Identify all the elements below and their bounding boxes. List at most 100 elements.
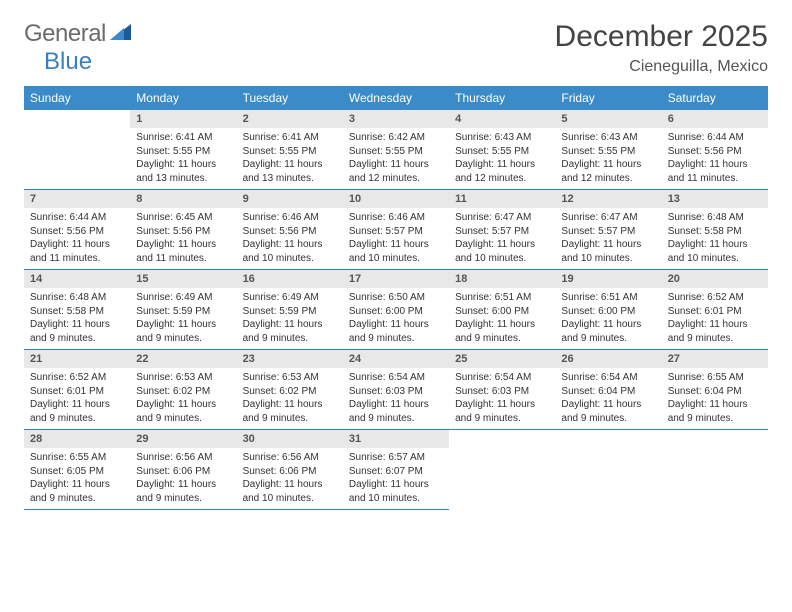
sunset-line: Sunset: 6:04 PM bbox=[561, 385, 655, 399]
header: General December 2025 Cieneguilla, Mexic… bbox=[24, 20, 768, 76]
sunrise-line: Sunrise: 6:53 AM bbox=[136, 371, 230, 385]
day-number: 12 bbox=[555, 190, 661, 208]
daylight-line: Daylight: 11 hours and 13 minutes. bbox=[243, 158, 337, 185]
calendar-day-cell: 25Sunrise: 6:54 AMSunset: 6:03 PMDayligh… bbox=[449, 350, 555, 430]
sunrise-line: Sunrise: 6:46 AM bbox=[349, 211, 443, 225]
day-details: Sunrise: 6:51 AMSunset: 6:00 PMDaylight:… bbox=[555, 288, 661, 349]
day-number: 5 bbox=[555, 110, 661, 128]
calendar-day-cell: 3Sunrise: 6:42 AMSunset: 5:55 PMDaylight… bbox=[343, 110, 449, 190]
daylight-line: Daylight: 11 hours and 10 minutes. bbox=[561, 238, 655, 265]
sunset-line: Sunset: 6:00 PM bbox=[349, 305, 443, 319]
calendar-day-cell: 12Sunrise: 6:47 AMSunset: 5:57 PMDayligh… bbox=[555, 190, 661, 270]
sunset-line: Sunset: 6:06 PM bbox=[136, 465, 230, 479]
weekday-header: Thursday bbox=[449, 86, 555, 110]
calendar-day-cell: 10Sunrise: 6:46 AMSunset: 5:57 PMDayligh… bbox=[343, 190, 449, 270]
day-number: 30 bbox=[237, 430, 343, 448]
calendar-day-cell: 4Sunrise: 6:43 AMSunset: 5:55 PMDaylight… bbox=[449, 110, 555, 190]
calendar-week-row: 7Sunrise: 6:44 AMSunset: 5:56 PMDaylight… bbox=[24, 190, 768, 270]
sunset-line: Sunset: 6:03 PM bbox=[455, 385, 549, 399]
sunset-line: Sunset: 5:56 PM bbox=[243, 225, 337, 239]
sunset-line: Sunset: 5:58 PM bbox=[30, 305, 124, 319]
sunrise-line: Sunrise: 6:49 AM bbox=[136, 291, 230, 305]
calendar-day-cell: 20Sunrise: 6:52 AMSunset: 6:01 PMDayligh… bbox=[662, 270, 768, 350]
calendar-week-row: 1Sunrise: 6:41 AMSunset: 5:55 PMDaylight… bbox=[24, 110, 768, 190]
sunset-line: Sunset: 5:57 PM bbox=[349, 225, 443, 239]
logo: General bbox=[24, 20, 134, 48]
calendar-day-cell: 6Sunrise: 6:44 AMSunset: 5:56 PMDaylight… bbox=[662, 110, 768, 190]
logo-text-general: General bbox=[24, 20, 106, 48]
sunset-line: Sunset: 6:07 PM bbox=[349, 465, 443, 479]
sunset-line: Sunset: 6:02 PM bbox=[136, 385, 230, 399]
day-details: Sunrise: 6:44 AMSunset: 5:56 PMDaylight:… bbox=[24, 208, 130, 269]
sunrise-line: Sunrise: 6:51 AM bbox=[455, 291, 549, 305]
day-details: Sunrise: 6:52 AMSunset: 6:01 PMDaylight:… bbox=[662, 288, 768, 349]
sunrise-line: Sunrise: 6:42 AM bbox=[349, 131, 443, 145]
calendar-day-cell: 15Sunrise: 6:49 AMSunset: 5:59 PMDayligh… bbox=[130, 270, 236, 350]
sunrise-line: Sunrise: 6:48 AM bbox=[30, 291, 124, 305]
calendar-day-cell: 30Sunrise: 6:56 AMSunset: 6:06 PMDayligh… bbox=[237, 430, 343, 510]
day-details: Sunrise: 6:41 AMSunset: 5:55 PMDaylight:… bbox=[237, 128, 343, 189]
calendar-week-row: 28Sunrise: 6:55 AMSunset: 6:05 PMDayligh… bbox=[24, 430, 768, 510]
day-number: 15 bbox=[130, 270, 236, 288]
day-details: Sunrise: 6:48 AMSunset: 5:58 PMDaylight:… bbox=[662, 208, 768, 269]
daylight-line: Daylight: 11 hours and 9 minutes. bbox=[349, 398, 443, 425]
day-number: 13 bbox=[662, 190, 768, 208]
calendar-day-cell: 13Sunrise: 6:48 AMSunset: 5:58 PMDayligh… bbox=[662, 190, 768, 270]
day-number: 24 bbox=[343, 350, 449, 368]
day-number: 29 bbox=[130, 430, 236, 448]
daylight-line: Daylight: 11 hours and 9 minutes. bbox=[243, 398, 337, 425]
day-details: Sunrise: 6:44 AMSunset: 5:56 PMDaylight:… bbox=[662, 128, 768, 189]
day-number: 3 bbox=[343, 110, 449, 128]
day-number: 23 bbox=[237, 350, 343, 368]
daylight-line: Daylight: 11 hours and 9 minutes. bbox=[243, 318, 337, 345]
day-details: Sunrise: 6:54 AMSunset: 6:04 PMDaylight:… bbox=[555, 368, 661, 429]
calendar-day-cell: 14Sunrise: 6:48 AMSunset: 5:58 PMDayligh… bbox=[24, 270, 130, 350]
day-details: Sunrise: 6:55 AMSunset: 6:05 PMDaylight:… bbox=[24, 448, 130, 509]
daylight-line: Daylight: 11 hours and 9 minutes. bbox=[561, 398, 655, 425]
sunrise-line: Sunrise: 6:52 AM bbox=[668, 291, 762, 305]
day-details: Sunrise: 6:42 AMSunset: 5:55 PMDaylight:… bbox=[343, 128, 449, 189]
calendar-day-cell: 27Sunrise: 6:55 AMSunset: 6:04 PMDayligh… bbox=[662, 350, 768, 430]
sunset-line: Sunset: 6:00 PM bbox=[561, 305, 655, 319]
day-details: Sunrise: 6:41 AMSunset: 5:55 PMDaylight:… bbox=[130, 128, 236, 189]
sunrise-line: Sunrise: 6:55 AM bbox=[30, 451, 124, 465]
day-details: Sunrise: 6:56 AMSunset: 6:06 PMDaylight:… bbox=[130, 448, 236, 509]
calendar-week-row: 14Sunrise: 6:48 AMSunset: 5:58 PMDayligh… bbox=[24, 270, 768, 350]
sunset-line: Sunset: 5:56 PM bbox=[30, 225, 124, 239]
calendar-day-cell: 31Sunrise: 6:57 AMSunset: 6:07 PMDayligh… bbox=[343, 430, 449, 510]
calendar-day-cell: 28Sunrise: 6:55 AMSunset: 6:05 PMDayligh… bbox=[24, 430, 130, 510]
day-details: Sunrise: 6:43 AMSunset: 5:55 PMDaylight:… bbox=[555, 128, 661, 189]
sunset-line: Sunset: 6:01 PM bbox=[30, 385, 124, 399]
sunset-line: Sunset: 6:05 PM bbox=[30, 465, 124, 479]
sunrise-line: Sunrise: 6:46 AM bbox=[243, 211, 337, 225]
calendar-day-cell: 19Sunrise: 6:51 AMSunset: 6:00 PMDayligh… bbox=[555, 270, 661, 350]
day-number: 2 bbox=[237, 110, 343, 128]
calendar-week-row: 21Sunrise: 6:52 AMSunset: 6:01 PMDayligh… bbox=[24, 350, 768, 430]
day-number: 18 bbox=[449, 270, 555, 288]
daylight-line: Daylight: 11 hours and 9 minutes. bbox=[136, 398, 230, 425]
daylight-line: Daylight: 11 hours and 11 minutes. bbox=[136, 238, 230, 265]
daylight-line: Daylight: 11 hours and 10 minutes. bbox=[243, 478, 337, 505]
calendar-day-cell: 29Sunrise: 6:56 AMSunset: 6:06 PMDayligh… bbox=[130, 430, 236, 510]
sunset-line: Sunset: 5:55 PM bbox=[136, 145, 230, 159]
day-number: 16 bbox=[237, 270, 343, 288]
calendar-day-cell: 23Sunrise: 6:53 AMSunset: 6:02 PMDayligh… bbox=[237, 350, 343, 430]
day-details: Sunrise: 6:55 AMSunset: 6:04 PMDaylight:… bbox=[662, 368, 768, 429]
day-number: 9 bbox=[237, 190, 343, 208]
day-number: 21 bbox=[24, 350, 130, 368]
daylight-line: Daylight: 11 hours and 12 minutes. bbox=[349, 158, 443, 185]
weekday-header: Sunday bbox=[24, 86, 130, 110]
sunrise-line: Sunrise: 6:47 AM bbox=[455, 211, 549, 225]
daylight-line: Daylight: 11 hours and 12 minutes. bbox=[455, 158, 549, 185]
day-number: 25 bbox=[449, 350, 555, 368]
day-details: Sunrise: 6:43 AMSunset: 5:55 PMDaylight:… bbox=[449, 128, 555, 189]
sunset-line: Sunset: 6:01 PM bbox=[668, 305, 762, 319]
daylight-line: Daylight: 11 hours and 9 minutes. bbox=[668, 318, 762, 345]
calendar-day-cell: 7Sunrise: 6:44 AMSunset: 5:56 PMDaylight… bbox=[24, 190, 130, 270]
sunset-line: Sunset: 6:00 PM bbox=[455, 305, 549, 319]
sunset-line: Sunset: 5:55 PM bbox=[349, 145, 443, 159]
weekday-header: Tuesday bbox=[237, 86, 343, 110]
calendar-day-cell bbox=[662, 430, 768, 510]
weekday-header: Monday bbox=[130, 86, 236, 110]
sunset-line: Sunset: 6:02 PM bbox=[243, 385, 337, 399]
